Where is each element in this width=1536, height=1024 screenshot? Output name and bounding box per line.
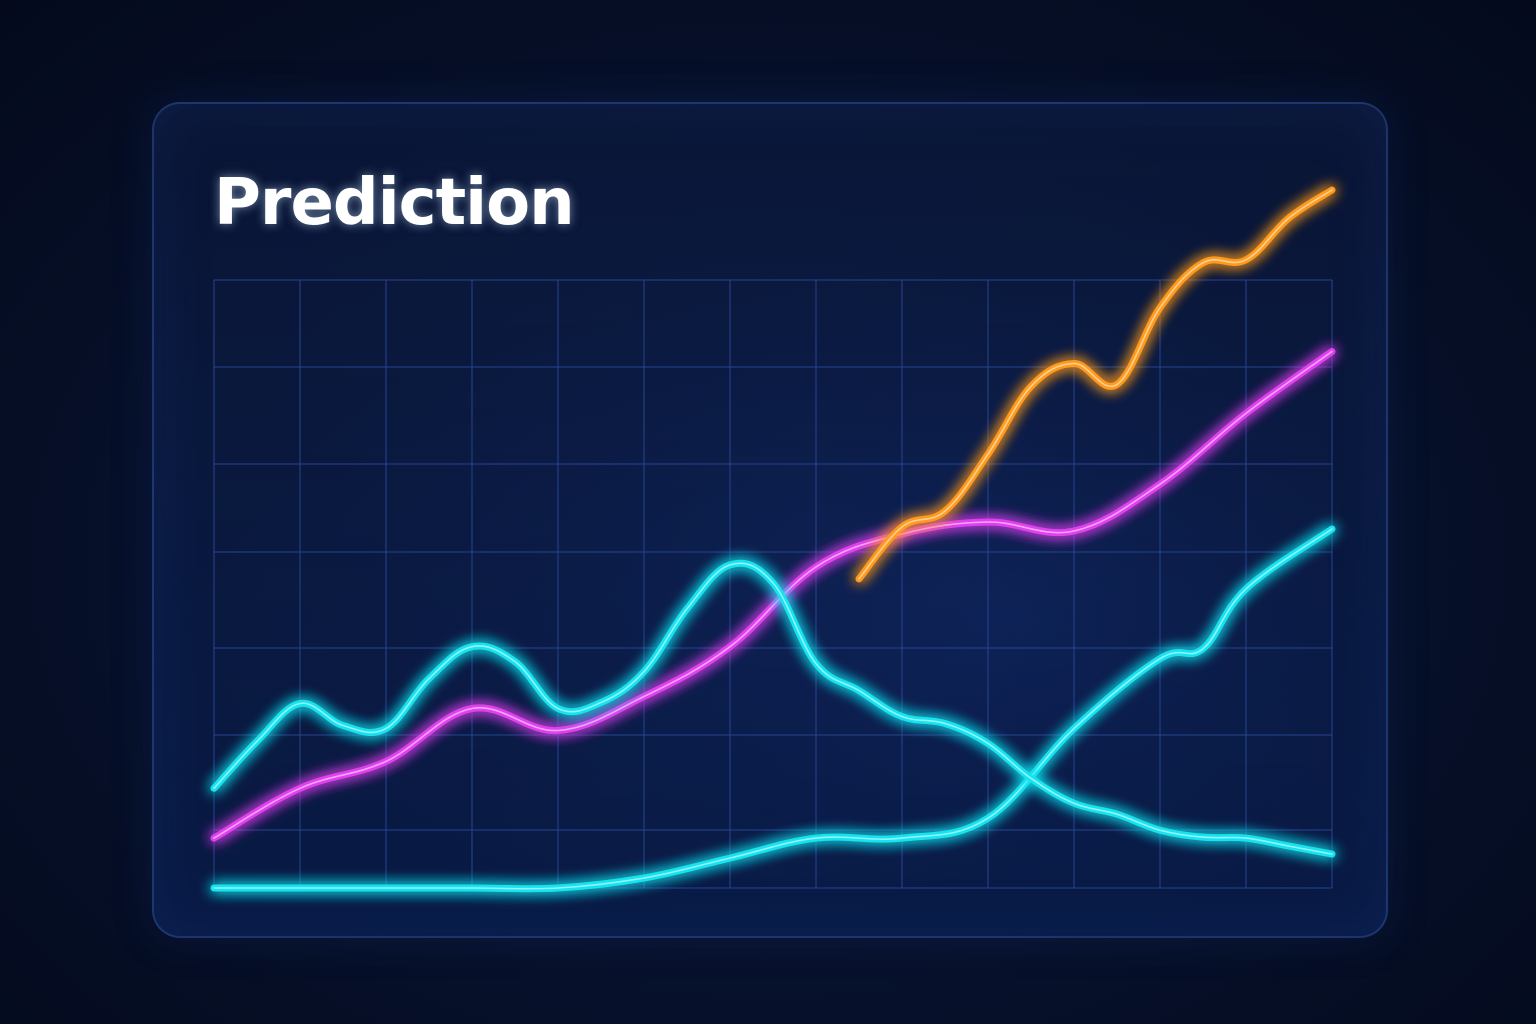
series-line-core: [858, 189, 1333, 580]
grid-lines: [213, 279, 1333, 889]
series-line-3: [855, 186, 1336, 583]
series-line-4: [210, 525, 1336, 893]
series-line-core: [213, 350, 1333, 839]
series-line-core: [213, 528, 1333, 890]
series-line-1: [210, 559, 1336, 858]
series-line-core: [213, 562, 1333, 855]
series-lines: [210, 186, 1336, 893]
series-line-2: [210, 348, 1336, 842]
plot-area-background: [214, 190, 1332, 888]
